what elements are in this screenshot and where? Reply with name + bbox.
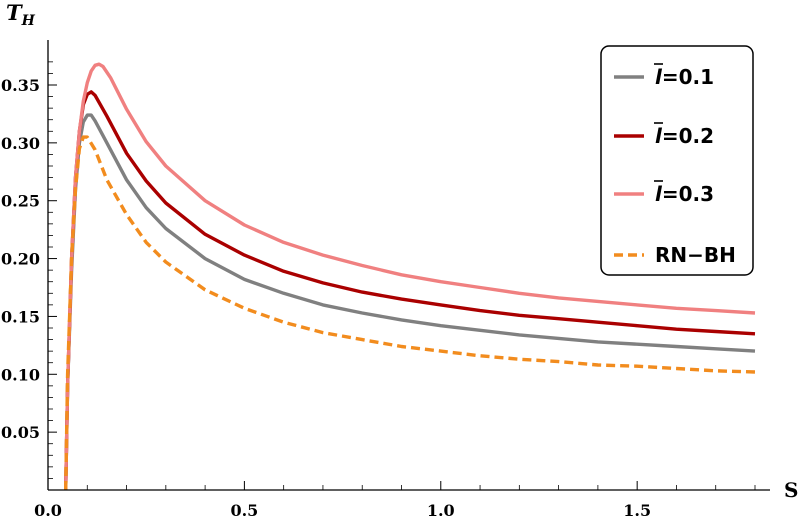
legend-label: l=0.2 [655, 124, 714, 148]
y-tick-label: 0.35 [1, 76, 40, 95]
series-line-3 [64, 62, 756, 491]
x-tick-label: 1.5 [623, 501, 651, 520]
y-axis-title: TH [6, 0, 36, 29]
y-tick-label: 0.05 [1, 423, 40, 442]
x-axis-title: S [784, 478, 798, 502]
legend: l=0.1 l=0.2 l=0.3 RN−BH [600, 45, 754, 276]
x-tick-label: 0.5 [230, 501, 258, 520]
legend-label: l=0.1 [655, 65, 714, 89]
legend-label: l=0.3 [655, 182, 714, 206]
y-tick-label: 0.10 [1, 365, 40, 384]
y-tick-label: 0.15 [1, 307, 40, 326]
x-tick-label: 1.0 [427, 501, 455, 520]
ticks-layer: 0.05 0.10 0.15 0.20 0.25 0.30 0.35 0.0 0.5 1.0 1.5 [1, 61, 756, 520]
legend-box [600, 45, 754, 276]
series-layer [64, 62, 756, 491]
legend-label: RN−BH [655, 243, 736, 267]
y-tick-label: 0.25 [1, 192, 40, 211]
series-line-1 [64, 113, 756, 491]
series-line-4 [64, 135, 756, 491]
y-tick-label: 0.20 [1, 250, 40, 269]
y-tick-label: 0.30 [1, 134, 40, 153]
axes-layer [47, 40, 770, 491]
x-tick-label: 0.0 [34, 501, 62, 520]
